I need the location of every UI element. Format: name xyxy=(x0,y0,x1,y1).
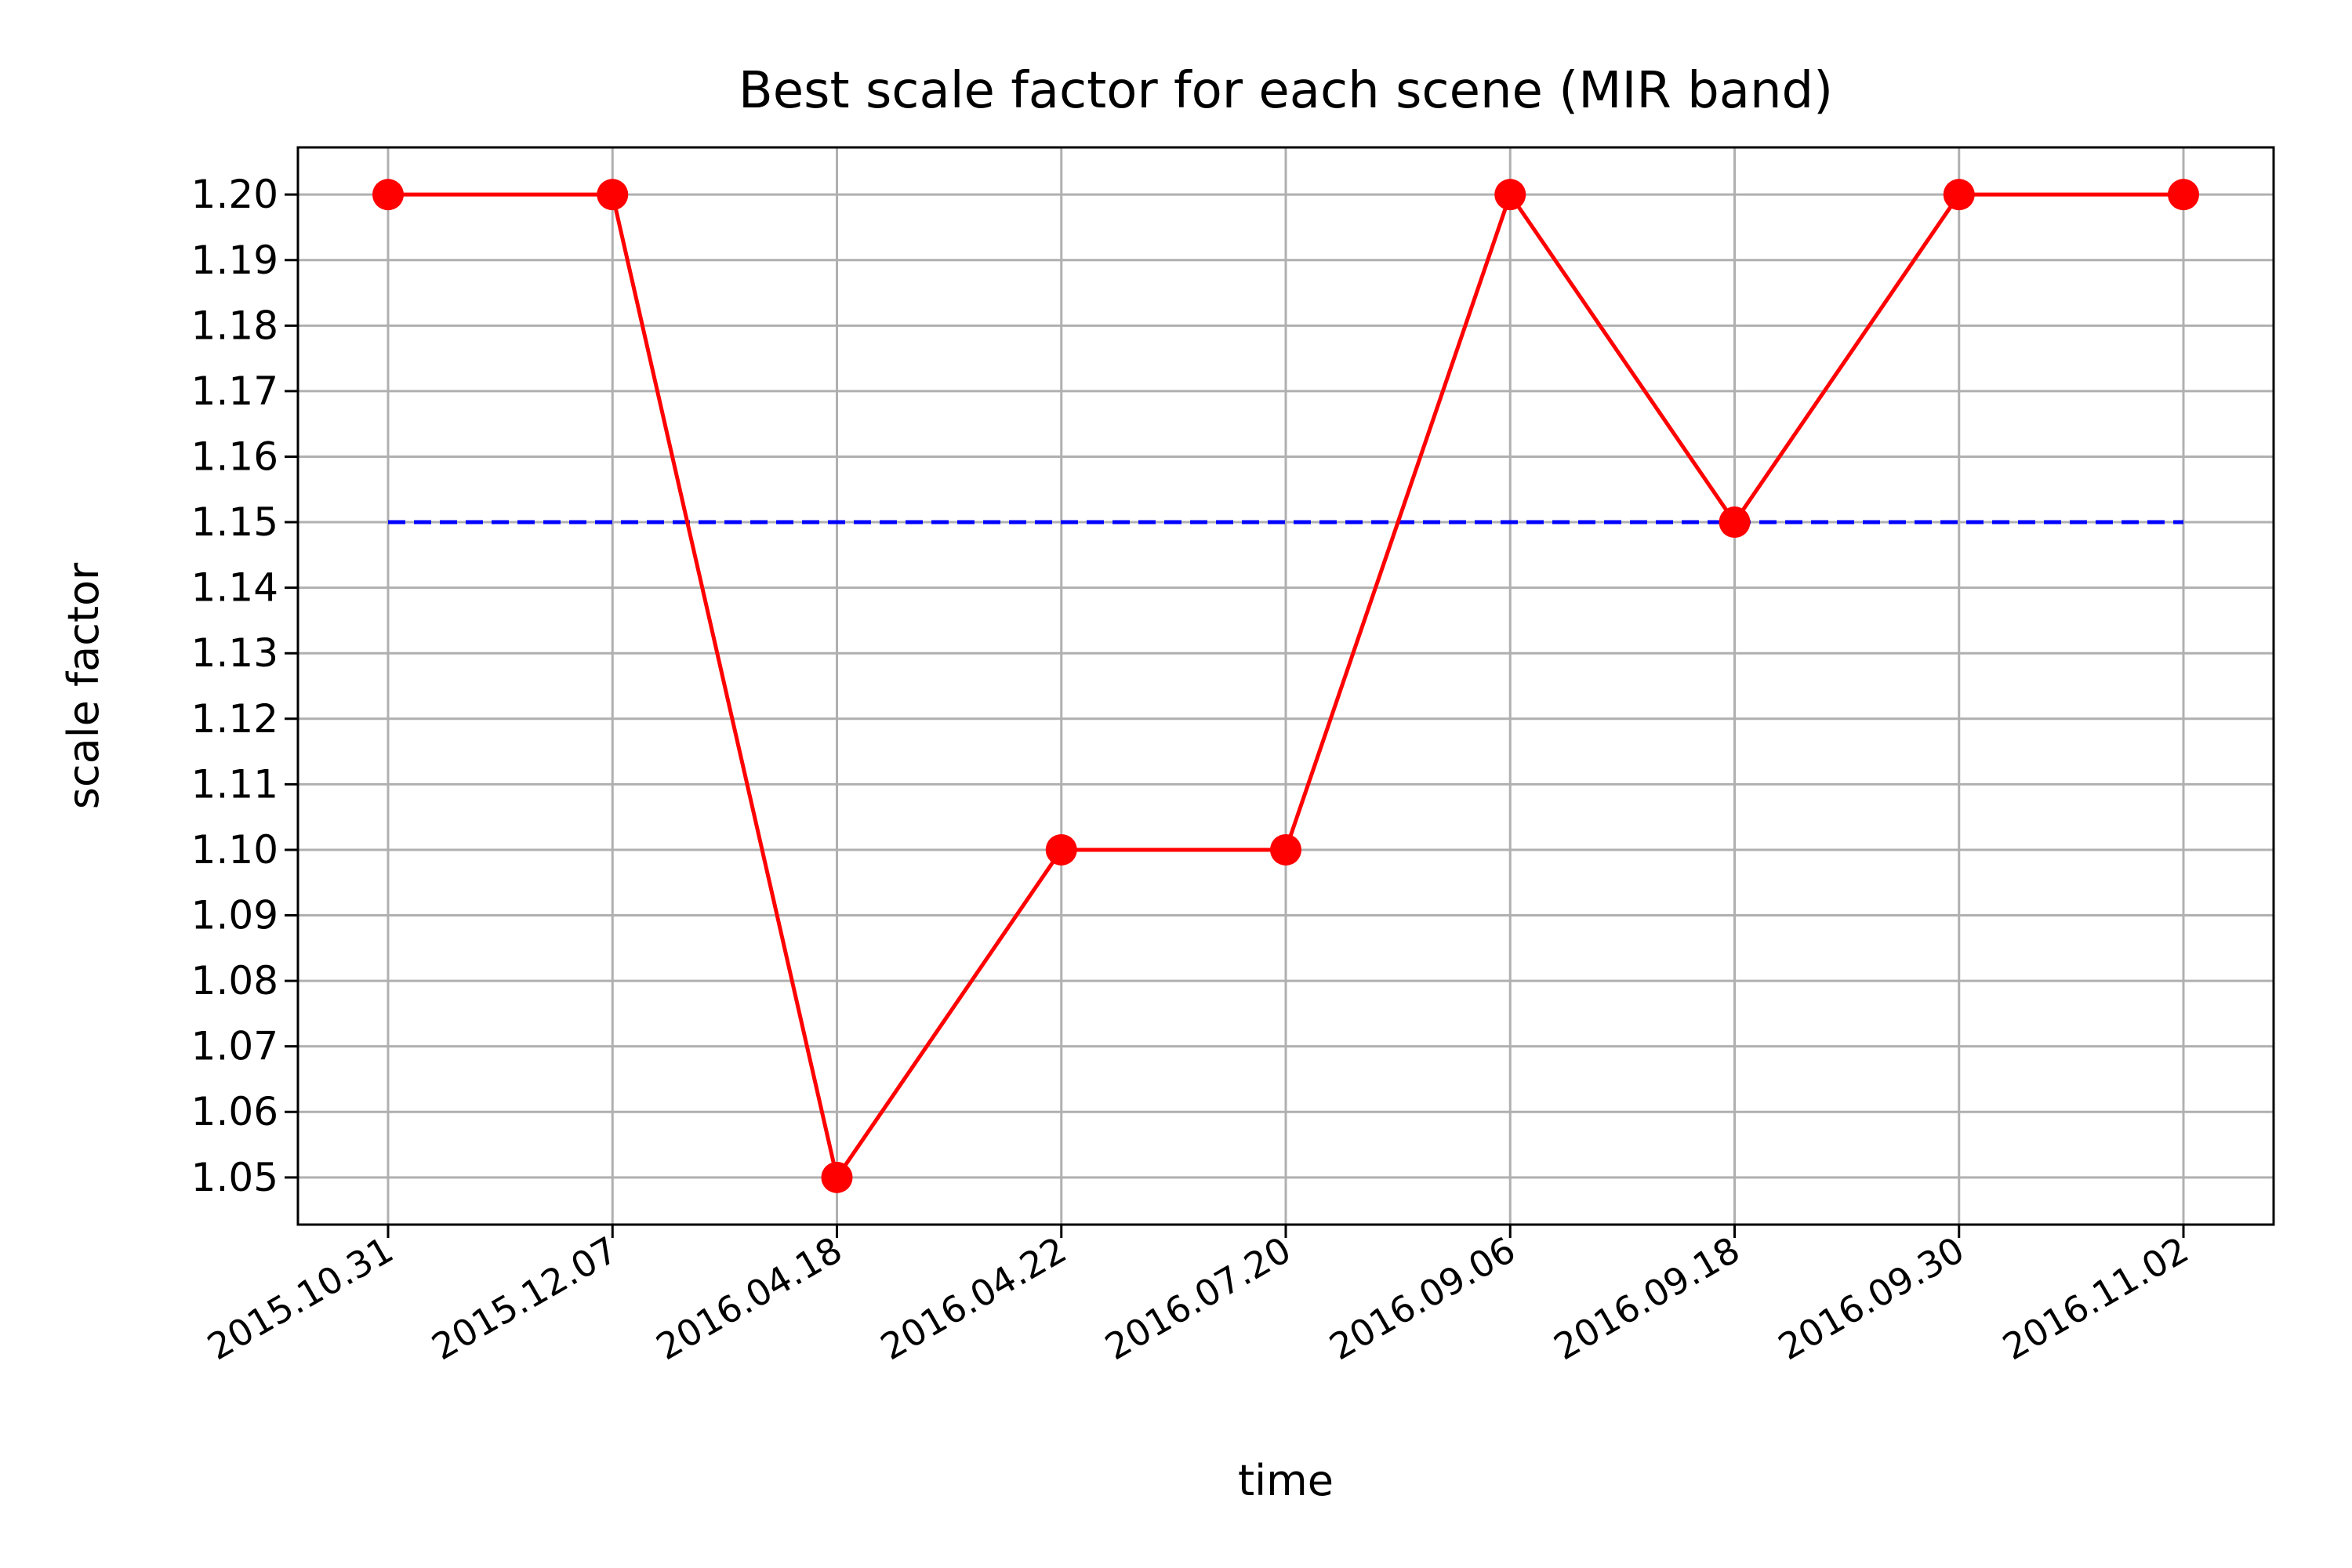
y-tick-label: 1.07 xyxy=(191,1024,278,1069)
data-point xyxy=(1045,833,1077,866)
data-point xyxy=(1494,179,1526,211)
y-tick-label: 1.15 xyxy=(191,499,278,545)
data-point xyxy=(372,179,404,211)
data-point xyxy=(1943,179,1975,211)
data-point xyxy=(1270,833,1301,866)
y-tick-label: 1.14 xyxy=(191,565,278,611)
data-point xyxy=(1719,506,1751,539)
y-tick-label: 1.05 xyxy=(191,1155,278,1200)
y-tick-label: 1.13 xyxy=(191,630,278,676)
y-tick-label: 1.11 xyxy=(191,761,278,807)
data-point xyxy=(2168,179,2199,211)
chart-title: Best scale factor for each scene (MIR ba… xyxy=(739,62,1833,120)
y-tick-label: 1.09 xyxy=(191,893,278,938)
y-tick-label: 1.06 xyxy=(191,1089,278,1134)
y-tick-label: 1.08 xyxy=(191,958,278,1004)
y-tick-label: 1.17 xyxy=(191,368,278,414)
data-point xyxy=(821,1161,853,1193)
y-tick-label: 1.10 xyxy=(191,827,278,873)
y-tick-label: 1.19 xyxy=(191,238,278,283)
y-axis-ticks: 1.05 1.06 1.07 1.08 1.09 1.10 1.11 1.12 1.13 1.14… xyxy=(191,172,298,1200)
series-group xyxy=(372,179,2199,1193)
y-tick-label: 1.16 xyxy=(191,434,278,479)
data-point xyxy=(597,179,629,211)
y-tick-label: 1.18 xyxy=(191,303,278,348)
x-axis-label: time xyxy=(1238,1456,1334,1505)
y-axis-label: scale factor xyxy=(59,562,108,809)
y-tick-label: 1.20 xyxy=(191,172,278,217)
y-tick-label: 1.12 xyxy=(191,696,278,742)
